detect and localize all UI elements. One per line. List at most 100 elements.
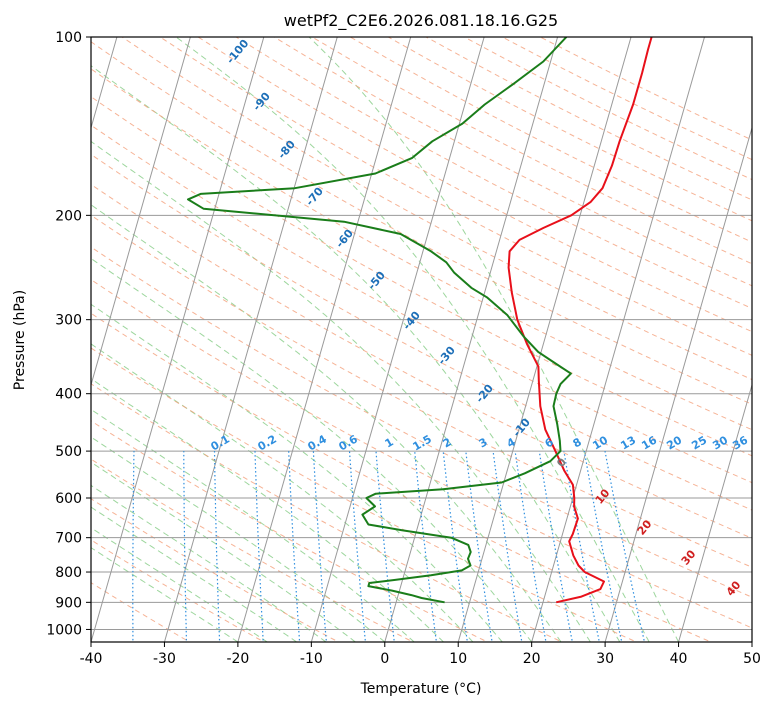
x-axis-ticks: -40 -30 -20 -10 0 10 20 30 40 50 (80, 642, 761, 667)
dry-adiabat (159, 37, 752, 356)
temperature-line (507, 37, 653, 604)
x-tick-label: 30 (596, 651, 614, 667)
mixing-ratio-line (132, 451, 135, 642)
isotherm-line (604, 125, 752, 642)
dry-adiabat (273, 37, 752, 287)
dry-adiabat (91, 582, 191, 642)
mixing-ratio-line (183, 451, 188, 642)
dry-adiabat (91, 279, 752, 629)
x-tick-label: 40 (670, 651, 688, 667)
dry-adiabat (91, 183, 752, 539)
mixing-ratio-label: 0.2 (256, 432, 279, 453)
y-tick-label: 700 (55, 531, 82, 547)
y-axis-label: Pressure (hPa) (12, 290, 28, 390)
dry-adiabat (91, 458, 415, 642)
mixing-ratio-line (563, 451, 600, 642)
dry-adiabat (91, 246, 752, 598)
moist-adiabat (91, 343, 474, 642)
isotherm-line (91, 37, 118, 130)
chart-title: wetPf2_C2E6.2026.081.18.16.G25 (284, 11, 558, 31)
mixing-ratio-label: 16 (639, 433, 659, 452)
x-tick-label: -20 (226, 651, 249, 667)
mixing-ratio-label: 3 (477, 435, 490, 450)
isotherm-label: -70 (303, 185, 326, 209)
isotherm-label: -10 (510, 416, 533, 440)
moist-adiabat (91, 506, 297, 642)
mixing-ratio-line (604, 450, 646, 642)
x-tick-label: 10 (449, 651, 467, 667)
profile-series (187, 37, 653, 604)
x-tick-label: 20 (523, 651, 541, 667)
dry-adiabat (91, 347, 638, 642)
mixing-ratio-line (288, 451, 301, 642)
dry-adiabat (91, 124, 752, 484)
y-tick-label: 300 (55, 313, 82, 329)
isotherm-label: -20 (473, 382, 496, 406)
x-tick-label: 50 (743, 651, 761, 667)
mixing-ratio-line (583, 450, 623, 642)
dry-adiabat (501, 37, 752, 161)
moist-adiabats (91, 37, 680, 642)
moist-adiabat (91, 378, 444, 642)
mixing-ratio-label: 13 (618, 434, 638, 453)
isotherm-line (678, 383, 752, 642)
x-axis-label: Temperature (°C) (360, 681, 482, 697)
x-tick-label: -40 (80, 651, 103, 667)
isotherm-line (751, 640, 752, 642)
moist-adiabat (91, 484, 327, 642)
mixing-ratio-line (538, 451, 573, 642)
dry-adiabat (91, 539, 266, 642)
mixing-ratio-line (254, 451, 264, 642)
mixing-ratio-line (414, 451, 438, 642)
dry-adiabat (349, 37, 752, 243)
mixing-ratio-label: 25 (689, 434, 709, 453)
mixing-ratio-label: 20 (664, 433, 684, 452)
moist-adiabat (91, 140, 591, 642)
mixing-ratio-line (514, 451, 547, 642)
dry-adiabat (121, 37, 752, 381)
mixing-ratio-label: 30 (710, 433, 730, 452)
moist-adiabat (91, 527, 268, 642)
dry-adiabat (91, 96, 752, 457)
isotherm-line (0, 0, 60, 642)
isotherm-line (457, 37, 632, 642)
dewpoint-line (187, 37, 572, 604)
isotherm-line (91, 37, 265, 642)
isotherm-gridlines (0, 0, 752, 642)
moist-adiabat (175, 37, 650, 642)
mixing-ratio-label: 0.4 (306, 432, 330, 453)
dry-adiabat (91, 420, 489, 642)
isotherm-label: -90 (250, 90, 273, 114)
isotherm-label: 40 (724, 578, 744, 598)
dry-adiabat (91, 153, 752, 511)
isotherm-line (91, 37, 191, 387)
isotherm-line (310, 37, 485, 642)
dry-adiabat (91, 41, 752, 405)
y-tick-label: 500 (55, 444, 82, 460)
y-tick-label: 800 (55, 565, 82, 581)
mixing-ratio-line (465, 451, 493, 642)
moist-adiabat (308, 37, 680, 642)
mixing-ratio-line (213, 451, 221, 642)
isotherm-label: 20 (635, 517, 655, 537)
mixing-ratio-label: 2 (441, 435, 454, 450)
dry-adiabat (91, 498, 340, 642)
mixing-ratio-line (442, 451, 468, 642)
y-tick-label: 400 (55, 387, 82, 403)
isotherm-line (163, 37, 338, 642)
isotherm-line (531, 37, 706, 642)
dry-adiabat (91, 214, 752, 568)
moist-adiabat (91, 257, 533, 642)
dry-adiabats (91, 37, 752, 642)
mixing-ratio-line (375, 451, 395, 642)
moist-adiabat (91, 408, 415, 642)
plot-frame (90, 36, 753, 643)
y-tick-label: 900 (55, 595, 82, 611)
mixing-ratio-line (83, 451, 87, 644)
mixing-ratio-lines (83, 450, 646, 644)
x-tick-label: -10 (300, 651, 323, 667)
isotherm-line (237, 37, 412, 642)
isotherm-label: 0 (554, 455, 569, 469)
y-tick-label: 600 (55, 491, 82, 507)
